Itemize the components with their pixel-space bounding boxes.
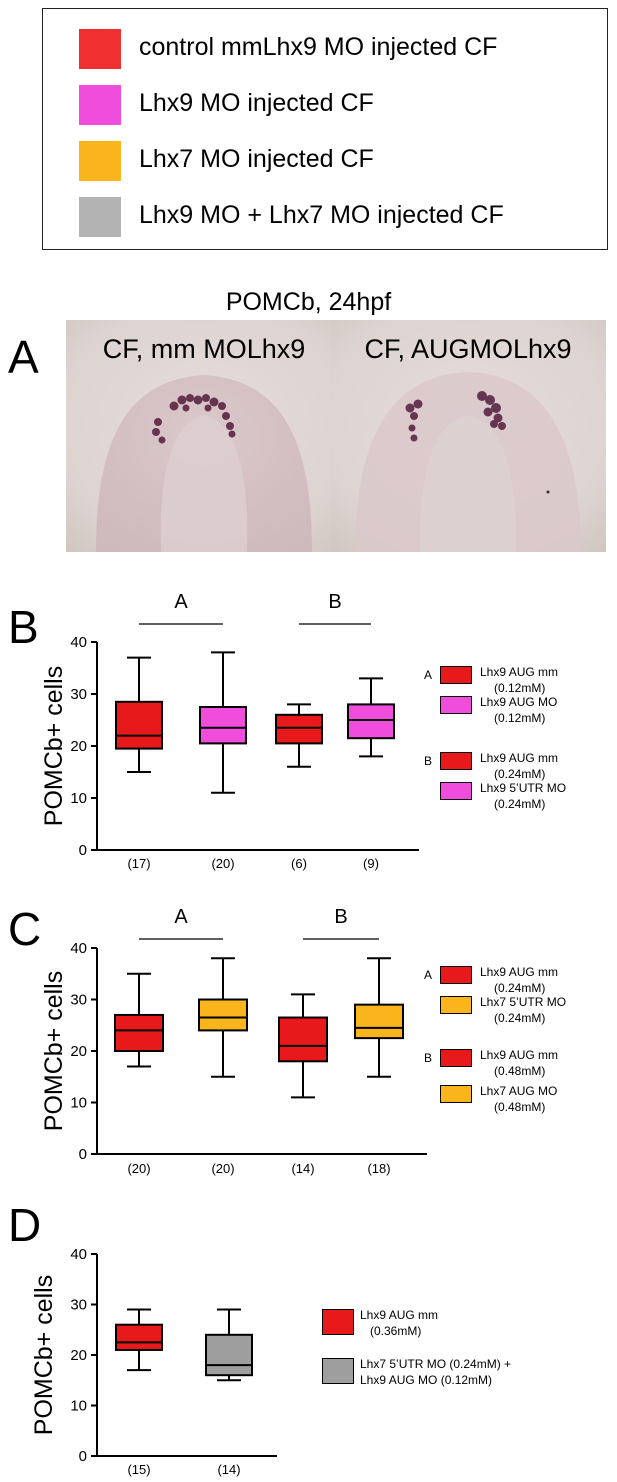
box-plot	[115, 656, 163, 773]
box-plot	[115, 1308, 163, 1372]
boxplot-chart-c: POMCb+ cells 0 10 20 30 40 A B (20) (20) (14) (18)	[40, 906, 427, 1176]
legend-text: Lhx9 AUG MO (0.12mM)	[480, 695, 558, 725]
legend-swatch	[440, 966, 472, 984]
sample-size-label: (17)	[127, 856, 150, 871]
top-legend: control mmLhx9 MO injected CF Lhx9 MO in…	[42, 8, 608, 250]
legend-swatch	[79, 29, 121, 69]
y-axis-label: POMCb+ cells	[40, 666, 68, 826]
legend-swatch	[440, 996, 472, 1014]
group-label: A	[174, 906, 188, 928]
sample-size-label: (20)	[127, 1161, 150, 1176]
y-tick-label: 30	[70, 992, 87, 1009]
sample-size-label: (20)	[211, 856, 234, 871]
box-plot	[275, 703, 323, 768]
sample-size-label: (9)	[363, 856, 379, 871]
legend-swatch	[79, 85, 121, 125]
group-label: B	[328, 591, 341, 613]
legend-swatch	[440, 696, 472, 714]
sample-size-label: (20)	[211, 1161, 234, 1176]
sample-size-label: (18)	[367, 1161, 390, 1176]
legend-swatch	[322, 1358, 354, 1384]
group-label: B	[334, 906, 347, 928]
y-tick-label: 10	[70, 1398, 87, 1415]
box-iqr	[278, 1016, 328, 1063]
box-plot	[354, 957, 404, 1078]
y-tick-label: 40	[70, 940, 87, 957]
y-axis-label: POMCb+ cells	[30, 1275, 58, 1435]
legend-label: Lhx9 MO injected CF	[139, 89, 374, 117]
box-plot	[199, 651, 247, 794]
box-iqr	[114, 1013, 164, 1052]
legend-group-marker: A	[424, 668, 433, 682]
legend-group-marker: B	[424, 754, 433, 768]
panel-a-title: POMCb, 24hpf	[225, 288, 392, 316]
box-iqr	[347, 703, 395, 740]
legend-swatch	[322, 1309, 354, 1335]
legend-text: Lhx7 5’UTR MO (0.24mM)	[480, 995, 567, 1025]
box-iqr	[205, 1333, 253, 1377]
legend-label: control mmLhx9 MO injected CF	[139, 33, 498, 61]
box-plot	[114, 972, 164, 1068]
box-plot	[205, 1308, 253, 1382]
legend-swatch	[440, 752, 472, 770]
y-tick-label: 20	[70, 738, 87, 755]
box-iqr	[199, 706, 247, 745]
micrograph-control: CF, mm MOLhx9	[66, 320, 342, 552]
box-iqr	[115, 700, 163, 750]
legend-text: Lhx7 5’UTR MO (0.24mM) + Lhx9 AUG MO (0.1…	[360, 1357, 512, 1387]
y-tick-label: 10	[70, 790, 87, 807]
boxplot-chart-d: POMCb+ cells 0 10 20 30 40 (15) (14)	[30, 1246, 277, 1477]
sample-size-label: (14)	[217, 1462, 240, 1477]
sample-size-label: (15)	[127, 1462, 150, 1477]
y-tick-label: 20	[70, 1347, 87, 1364]
sample-size-label: (14)	[291, 1161, 314, 1176]
micrograph-knockdown-image	[330, 320, 606, 552]
legend-text: Lhx9 AUG mm (0.12mM)	[480, 665, 559, 695]
micrograph-control-image	[66, 320, 342, 552]
micrograph-knockdown: CF, AUGMOLhx9	[330, 320, 606, 552]
legend-group-marker: B	[424, 1051, 433, 1065]
legend-swatch	[79, 197, 121, 237]
sample-size-label: (6)	[291, 856, 307, 871]
legend-text: Lhx9 5’UTR MO (0.24mM)	[480, 781, 567, 811]
legend-swatch	[440, 1049, 472, 1067]
y-axis-label: POMCb+ cells	[40, 971, 68, 1131]
box-plot	[347, 677, 395, 758]
y-tick-label: 10	[70, 1095, 87, 1112]
legend-text: Lhx7 AUG MO (0.48mM)	[480, 1084, 558, 1114]
box-plot	[198, 957, 248, 1078]
group-label: A	[174, 591, 188, 613]
legend-swatch	[440, 782, 472, 800]
legend-text: Lhx9 AUG mm (0.36mM)	[360, 1308, 439, 1338]
legend-text: Lhx9 AUG mm (0.24mM)	[480, 751, 559, 781]
y-tick-label: 0	[79, 1146, 87, 1163]
panel-letter-b: B	[8, 601, 39, 653]
legend-swatch	[440, 1085, 472, 1103]
panel-letter-d: D	[8, 1199, 42, 1251]
box-iqr	[354, 1003, 404, 1040]
legend-label: Lhx9 MO + Lhx7 MO injected CF	[139, 201, 504, 229]
legend-swatch	[79, 141, 121, 181]
legend-label: Lhx7 MO injected CF	[139, 145, 374, 173]
y-tick-label: 20	[70, 1043, 87, 1060]
micrograph-label: CF, AUGMOLhx9	[364, 334, 572, 364]
box-iqr	[115, 1323, 163, 1351]
y-tick-label: 30	[70, 1297, 87, 1314]
y-tick-label: 40	[70, 1246, 87, 1263]
legend-swatch	[440, 666, 472, 684]
y-tick-label: 40	[70, 634, 87, 651]
y-tick-label: 0	[79, 1448, 87, 1465]
panel-letter-c: C	[8, 903, 42, 955]
box-iqr	[275, 713, 323, 745]
legend-text: Lhx9 AUG mm (0.24mM)	[480, 965, 559, 995]
micrograph-label: CF, mm MOLhx9	[102, 334, 306, 364]
y-tick-label: 0	[79, 842, 87, 859]
panel-letter-a: A	[8, 331, 39, 383]
box-plot	[278, 993, 328, 1099]
legend-text: Lhx9 AUG mm (0.48mM)	[480, 1048, 559, 1078]
y-tick-label: 30	[70, 686, 87, 703]
box-iqr	[198, 998, 248, 1032]
legend-group-marker: A	[424, 968, 433, 982]
boxplot-chart-b: POMCb+ cells 0 10 20 30 40 A B (17) (20) (6) (9)	[40, 591, 419, 871]
